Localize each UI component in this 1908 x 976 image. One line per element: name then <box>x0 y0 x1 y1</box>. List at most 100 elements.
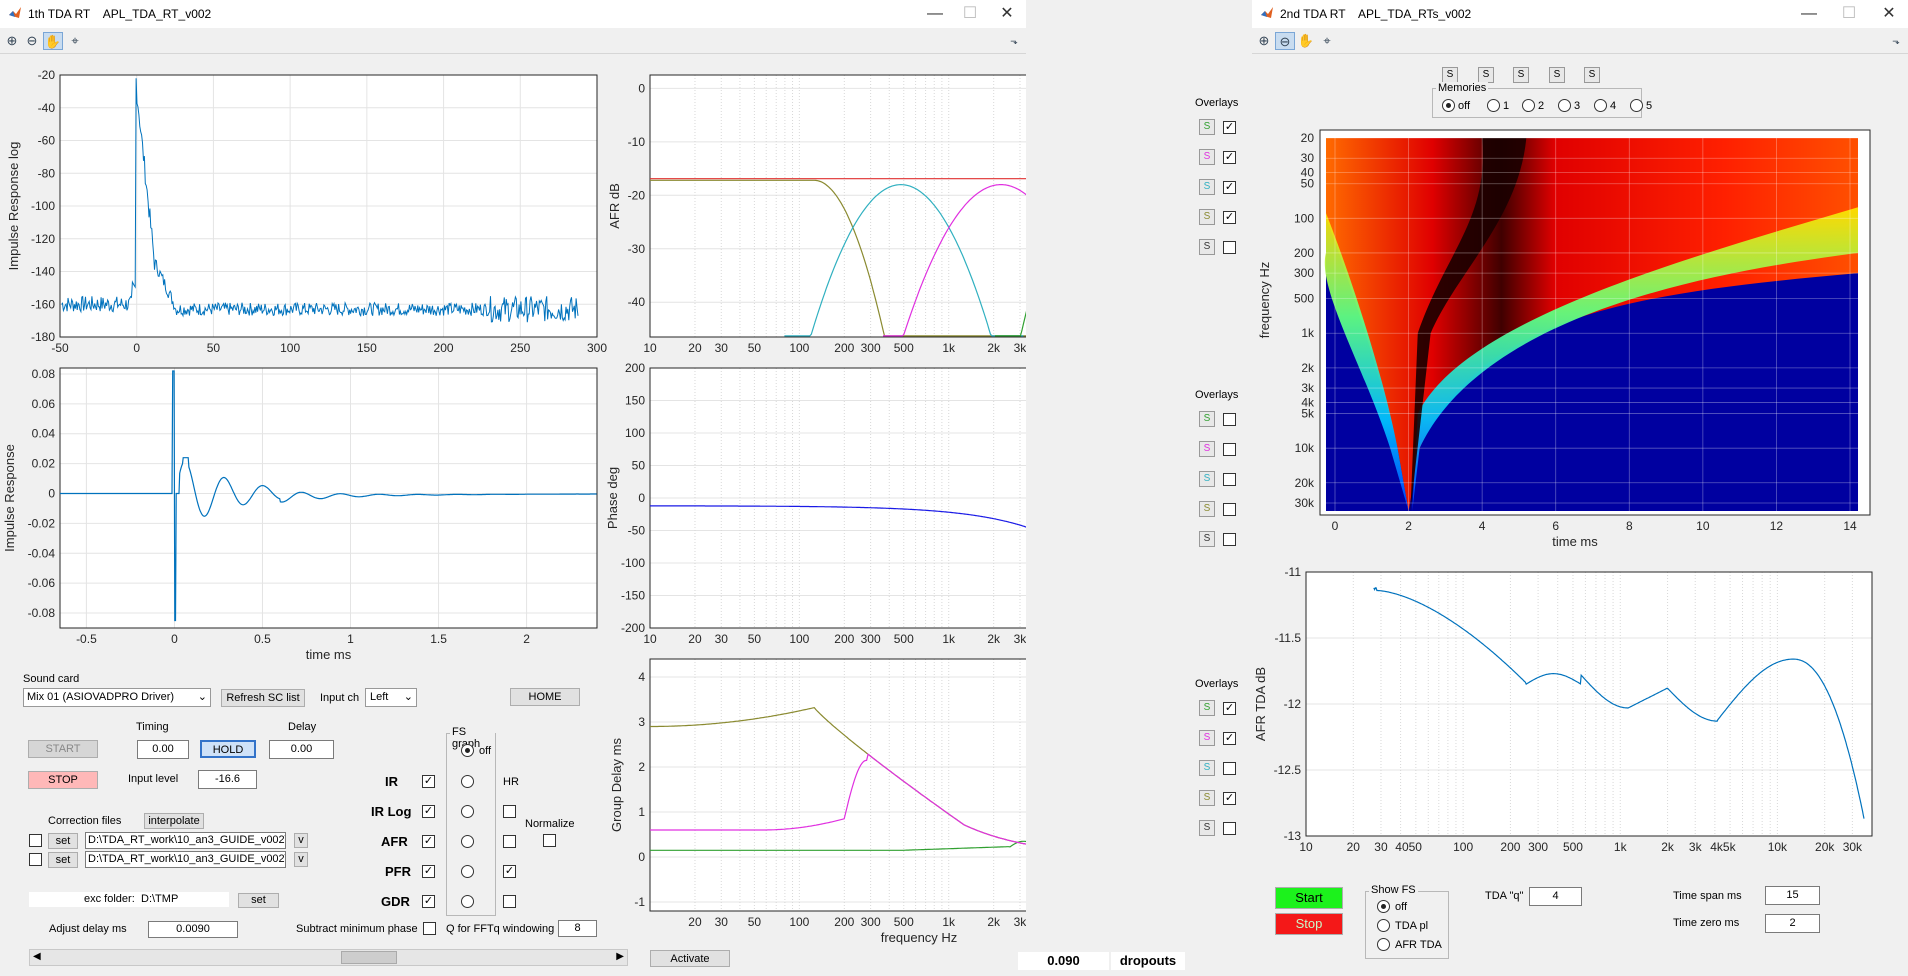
tda-q-input[interactable]: 4 <box>1529 887 1582 906</box>
file1-path[interactable]: D:\TDA_RT_work\10_an3_GUIDE_v002\s <box>85 832 286 849</box>
overlay-s-button-2-5[interactable]: S <box>1199 531 1215 547</box>
memory-s-button-3[interactable]: S <box>1513 67 1529 83</box>
overlay-s-button-1-4[interactable]: S <box>1199 209 1215 225</box>
overlay-checkbox-1-4[interactable]: ✓ <box>1223 211 1236 224</box>
memory-radio-2[interactable] <box>1522 99 1535 112</box>
sound-card-select[interactable]: Mix 01 (ASIOVADPRO Driver) ⌄ <box>23 688 211 707</box>
zoom-out-icon[interactable]: ⊖ <box>1275 32 1295 50</box>
delay-input[interactable]: 0.00 <box>269 740 334 759</box>
home-button[interactable]: HOME <box>510 688 580 706</box>
exc-folder-set-button[interactable]: set <box>238 893 279 908</box>
hr-checkbox-2[interactable] <box>503 805 516 818</box>
set-file2-button[interactable]: set <box>48 852 78 868</box>
time-zero-input[interactable]: 2 <box>1765 914 1820 933</box>
fs-radio-4[interactable] <box>461 865 474 878</box>
correction-file2-checkbox[interactable] <box>29 853 42 866</box>
timing-input[interactable]: 0.00 <box>137 740 189 759</box>
overlay-checkbox-1-5[interactable] <box>1223 241 1236 254</box>
overlay-s-button-2-2[interactable]: S <box>1199 441 1215 457</box>
memory-s-button-5[interactable]: S <box>1584 67 1600 83</box>
overlay-s-button-3-2[interactable]: S <box>1199 730 1215 746</box>
overlay-checkbox-3-1[interactable]: ✓ <box>1223 702 1236 715</box>
minimize-button[interactable]: — <box>927 5 943 22</box>
row-checkbox-2[interactable]: ✓ <box>422 805 435 818</box>
start-button[interactable]: START <box>28 740 98 758</box>
hr-checkbox-5[interactable] <box>503 895 516 908</box>
overlay-checkbox-3-3[interactable] <box>1223 762 1236 775</box>
memory-radio-4[interactable] <box>1594 99 1607 112</box>
show-fs-radio-2[interactable] <box>1377 919 1390 932</box>
overlay-checkbox-1-2[interactable]: ✓ <box>1223 151 1236 164</box>
memory-radio-off[interactable] <box>1442 99 1455 112</box>
file2-v-button[interactable]: v <box>294 852 308 867</box>
stop-button[interactable]: STOP <box>28 771 98 789</box>
memory-s-button-2[interactable]: S <box>1478 67 1494 83</box>
fs-radio-5[interactable] <box>461 895 474 908</box>
overlay-checkbox-3-2[interactable]: ✓ <box>1223 732 1236 745</box>
hold-button[interactable]: HOLD <box>200 740 256 758</box>
row-checkbox-5[interactable]: ✓ <box>422 895 435 908</box>
show-fs-radio-1[interactable] <box>1377 900 1390 913</box>
horizontal-slider[interactable]: ◀ ▶ <box>29 949 628 966</box>
toolbar-arrow-icon[interactable]: ⬎ <box>1892 36 1900 46</box>
overlay-checkbox-3-4[interactable]: ✓ <box>1223 792 1236 805</box>
pan-hand-icon[interactable]: ✋ <box>43 32 63 50</box>
pan-hand-icon[interactable]: ✋ <box>1297 33 1315 48</box>
memory-radio-5[interactable] <box>1630 99 1643 112</box>
memory-s-button-4[interactable]: S <box>1549 67 1565 83</box>
data-cursor-icon[interactable]: ⌖ <box>71 33 79 48</box>
overlay-s-button-1-3[interactable]: S <box>1199 179 1215 195</box>
overlay-s-button-3-4[interactable]: S <box>1199 790 1215 806</box>
maximize-button[interactable]: ☐ <box>1841 5 1857 22</box>
overlay-s-button-3-1[interactable]: S <box>1199 700 1215 716</box>
overlay-s-button-1-2[interactable]: S <box>1199 149 1215 165</box>
overlay-s-button-1-5[interactable]: S <box>1199 239 1215 255</box>
overlay-checkbox-3-5[interactable] <box>1223 822 1236 835</box>
overlay-checkbox-2-5[interactable] <box>1223 533 1236 546</box>
data-cursor-icon[interactable]: ⌖ <box>1323 33 1331 48</box>
minimize-button[interactable]: — <box>1801 5 1817 22</box>
zoom-in-icon[interactable]: ⊕ <box>1258 33 1270 48</box>
close-button[interactable]: ✕ <box>1882 5 1896 22</box>
memory-radio-1[interactable] <box>1487 99 1500 112</box>
memory-s-button-1[interactable]: S <box>1442 67 1458 83</box>
fs-radio-2[interactable] <box>461 805 474 818</box>
time-span-input[interactable]: 15 <box>1765 886 1820 905</box>
overlay-checkbox-2-3[interactable] <box>1223 473 1236 486</box>
overlay-s-button-2-3[interactable]: S <box>1199 471 1215 487</box>
overlay-checkbox-2-4[interactable] <box>1223 503 1236 516</box>
overlay-s-button-2-4[interactable]: S <box>1199 501 1215 517</box>
q-fftq-input[interactable]: 8 <box>558 920 597 937</box>
stop-button[interactable]: Stop <box>1275 913 1343 935</box>
overlay-checkbox-2-2[interactable] <box>1223 443 1236 456</box>
toolbar-arrow-icon[interactable]: ⬎ <box>1010 36 1018 46</box>
file2-path[interactable]: D:\TDA_RT_work\10_an3_GUIDE_v002\s <box>85 851 286 868</box>
row-checkbox-1[interactable]: ✓ <box>422 775 435 788</box>
overlay-s-button-1-1[interactable]: S <box>1199 119 1215 135</box>
row-checkbox-4[interactable]: ✓ <box>422 865 435 878</box>
correction-file1-checkbox[interactable] <box>29 834 42 847</box>
fs-off-radio[interactable] <box>461 744 474 757</box>
overlay-checkbox-1-3[interactable]: ✓ <box>1223 181 1236 194</box>
memory-radio-3[interactable] <box>1558 99 1571 112</box>
slider-left-arrow-icon[interactable]: ◀ <box>33 951 41 962</box>
adjust-delay-input[interactable]: 0.0090 <box>148 921 238 938</box>
row-checkbox-3[interactable]: ✓ <box>422 835 435 848</box>
activate-button[interactable]: Activate <box>650 950 730 967</box>
hr-checkbox-4[interactable]: ✓ <box>503 865 516 878</box>
close-button[interactable]: ✕ <box>1000 5 1014 22</box>
start-button[interactable]: Start <box>1275 887 1343 909</box>
maximize-button[interactable]: ☐ <box>962 5 978 22</box>
overlay-s-button-2-1[interactable]: S <box>1199 411 1215 427</box>
fs-radio-1[interactable] <box>461 775 474 788</box>
input-ch-select[interactable]: Left ⌄ <box>365 688 417 707</box>
slider-right-arrow-icon[interactable]: ▶ <box>616 951 624 962</box>
fs-radio-3[interactable] <box>461 835 474 848</box>
overlay-s-button-3-3[interactable]: S <box>1199 760 1215 776</box>
overlay-checkbox-2-1[interactable] <box>1223 413 1236 426</box>
interpolate-button[interactable]: interpolate <box>144 813 204 829</box>
normalize-checkbox[interactable] <box>543 834 556 847</box>
file1-v-button[interactable]: v <box>294 833 308 848</box>
zoom-in-icon[interactable]: ⊕ <box>6 33 18 48</box>
hr-checkbox-3[interactable] <box>503 835 516 848</box>
